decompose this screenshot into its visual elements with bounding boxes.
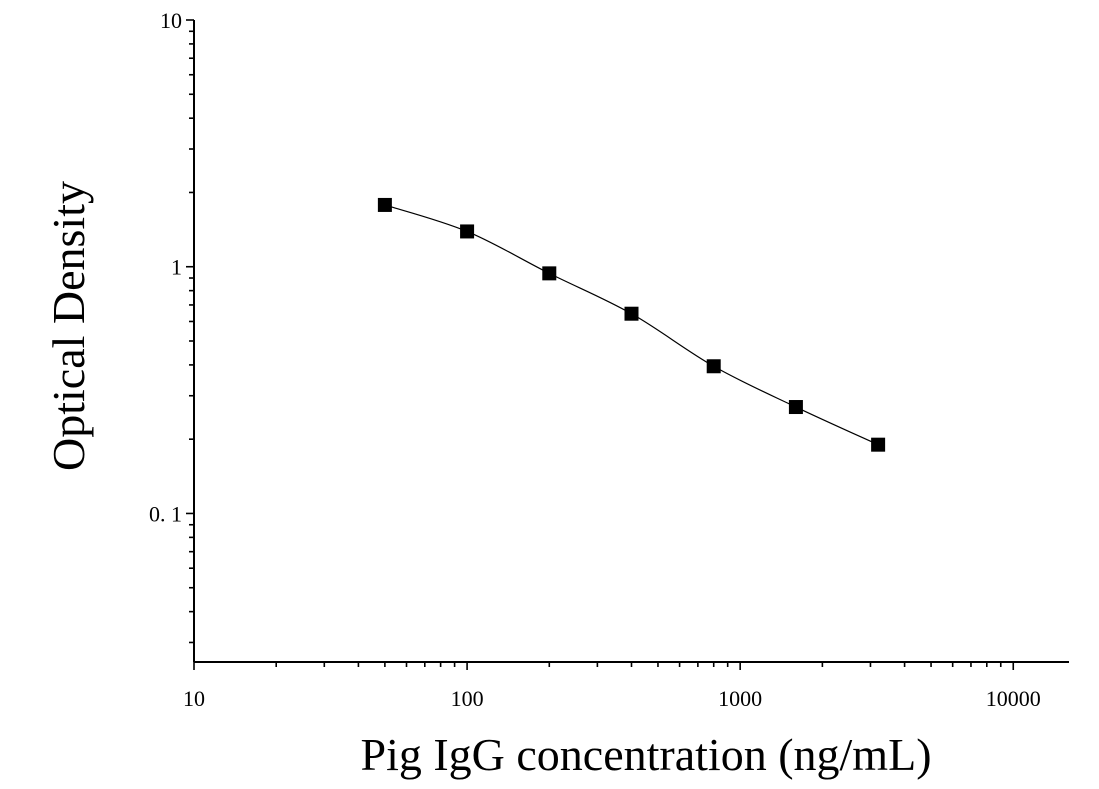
x-tick-labels: 10 100 1000 10000: [183, 686, 1041, 711]
x-tick-label: 1000: [718, 686, 762, 711]
x-axis-ticks: [193, 662, 1015, 670]
data-point-marker: [788, 400, 803, 415]
data-points: [377, 197, 886, 452]
x-tick-label: 100: [451, 686, 484, 711]
y-tick-label: 10: [160, 8, 182, 33]
data-point-marker: [542, 266, 557, 281]
x-tick-label: 10000: [986, 686, 1041, 711]
data-point-marker: [871, 437, 886, 452]
data-point-marker: [377, 197, 392, 212]
data-point-marker: [706, 359, 721, 374]
y-axis-ticks: [186, 19, 194, 644]
y-tick-label: 1: [171, 255, 182, 280]
data-point-marker: [624, 306, 639, 321]
x-axis-title: Pig IgG concentration (ng/mL): [360, 729, 931, 780]
x-tick-label: 10: [183, 686, 205, 711]
y-tick-label: 0. 1: [149, 501, 182, 526]
data-point-marker: [460, 224, 475, 239]
y-tick-labels: 0. 1 1 10: [149, 8, 182, 526]
y-axis-title: Optical Density: [43, 181, 94, 471]
fit-curve: [384, 204, 879, 446]
